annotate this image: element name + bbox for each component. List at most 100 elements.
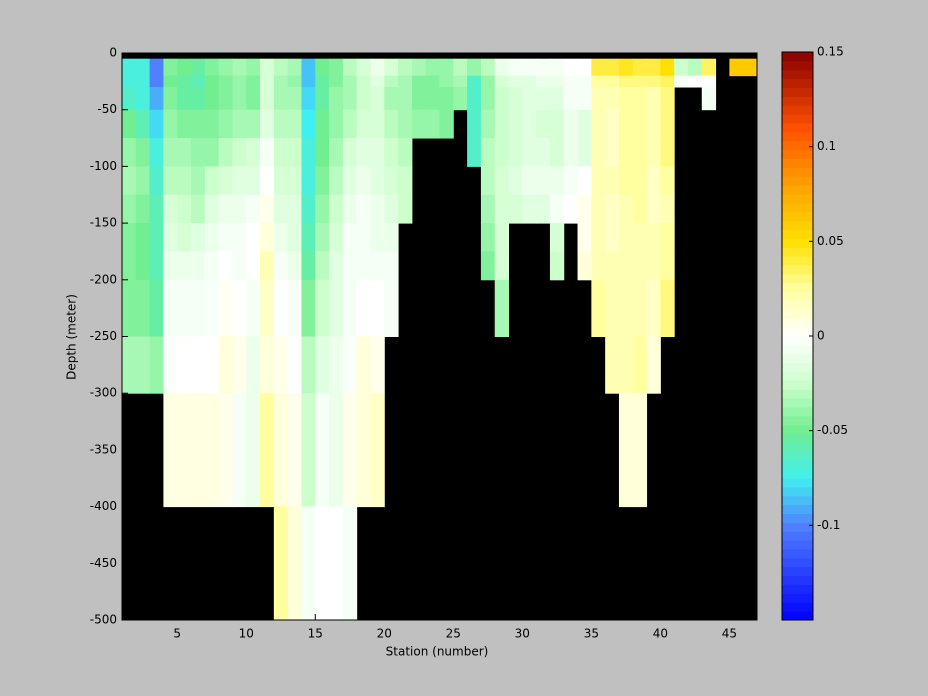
heat-cell: [480, 58, 496, 77]
heat-cell: [370, 87, 385, 111]
heat-cell: [522, 87, 537, 111]
heat-cell: [342, 393, 358, 508]
heat-cell: [232, 251, 247, 281]
heat-cell: [618, 393, 634, 508]
heat-cell: [660, 166, 675, 196]
heat-cell: [273, 109, 289, 139]
heat-cell: [370, 138, 385, 167]
heat-cell: [273, 506, 289, 621]
heat-cell: [425, 109, 440, 139]
heat-cell: [287, 223, 302, 252]
heat-cell: [632, 279, 648, 337]
heat-cell: [674, 58, 689, 77]
heat-cell: [632, 393, 648, 508]
heat-cell: [549, 194, 565, 224]
heat-cell: [163, 223, 178, 252]
heat-cell: [605, 251, 620, 281]
x-tick-label: 15: [308, 627, 323, 641]
heat-cell: [329, 393, 344, 508]
heat-cell: [273, 87, 289, 111]
y-tick-label: -100: [90, 159, 117, 173]
heat-cell: [563, 138, 579, 167]
heat-cell: [260, 251, 275, 281]
heat-cell: [204, 87, 220, 111]
heat-cell: [536, 75, 551, 88]
heat-cell: [149, 336, 164, 394]
heat-cell: [439, 75, 454, 88]
heat-cell: [177, 58, 192, 77]
heat-cell: [163, 393, 178, 508]
heat-cell: [536, 166, 551, 196]
heat-cell: [618, 75, 634, 88]
heat-cell: [536, 58, 551, 77]
heat-cell: [204, 393, 220, 508]
colorbar-step: [782, 318, 813, 328]
heat-cell: [191, 223, 206, 252]
heat-cell: [287, 279, 302, 337]
heat-cell: [204, 166, 220, 196]
heat-cell: [329, 223, 344, 252]
heat-cell: [549, 251, 565, 281]
heat-cell: [605, 58, 620, 77]
heat-cell: [646, 87, 661, 111]
heat-cell: [618, 166, 634, 196]
heat-cell: [384, 109, 399, 139]
heat-cell: [122, 138, 137, 167]
heat-cell: [273, 223, 289, 252]
heat-cell: [605, 87, 620, 111]
colorbar-step: [782, 344, 813, 355]
heat-cell: [370, 194, 385, 224]
heat-cell: [370, 393, 385, 508]
heat-cell: [660, 279, 675, 337]
heat-cell: [273, 279, 289, 337]
heat-cell: [632, 251, 648, 281]
heat-cell: [494, 279, 510, 337]
heat-cell: [163, 58, 178, 77]
heat-cell: [122, 109, 137, 139]
heat-cell: [204, 251, 220, 281]
heat-cell: [232, 194, 247, 224]
heat-cell: [646, 336, 661, 394]
heat-cell: [425, 58, 440, 77]
heat-cell: [149, 166, 164, 196]
heat-cell: [370, 166, 385, 196]
heat-cell: [605, 223, 620, 252]
heat-cell: [563, 194, 579, 224]
x-tick-label: 10: [239, 627, 254, 641]
heat-cell: [591, 194, 606, 224]
heat-cell: [687, 75, 703, 88]
heat-cell: [356, 87, 371, 111]
heat-cell: [660, 223, 675, 252]
heat-cell: [218, 223, 233, 252]
heat-cell: [549, 75, 565, 88]
colorbar-tick-label: 0: [817, 329, 825, 343]
heat-cell: [301, 75, 316, 88]
heat-cell: [591, 58, 606, 77]
y-tick-label: -300: [90, 386, 117, 400]
heat-cell: [632, 166, 648, 196]
heat-cell: [135, 58, 151, 77]
heat-cell: [163, 336, 178, 394]
heat-cell: [177, 109, 192, 139]
heat-cell: [591, 87, 606, 111]
colorbar-step: [782, 362, 813, 372]
heat-cell: [177, 336, 192, 394]
heat-cell: [563, 75, 579, 88]
y-tick-label: -400: [90, 499, 117, 513]
colorbar-step: [782, 442, 813, 452]
heat-cell: [301, 223, 316, 252]
heat-cell: [660, 194, 675, 224]
colorbar-step: [782, 194, 813, 204]
colorbar-step: [782, 52, 813, 62]
heat-cell: [342, 506, 358, 621]
heat-cell: [508, 75, 523, 88]
heat-cell: [260, 138, 275, 167]
heat-cell: [191, 393, 206, 508]
heat-cell: [135, 166, 151, 196]
heat-cell: [232, 166, 247, 196]
heat-cell: [536, 87, 551, 111]
heat-cell: [287, 194, 302, 224]
heat-cell: [508, 87, 523, 111]
x-tick-label: 45: [722, 627, 737, 641]
heat-cell: [356, 166, 371, 196]
